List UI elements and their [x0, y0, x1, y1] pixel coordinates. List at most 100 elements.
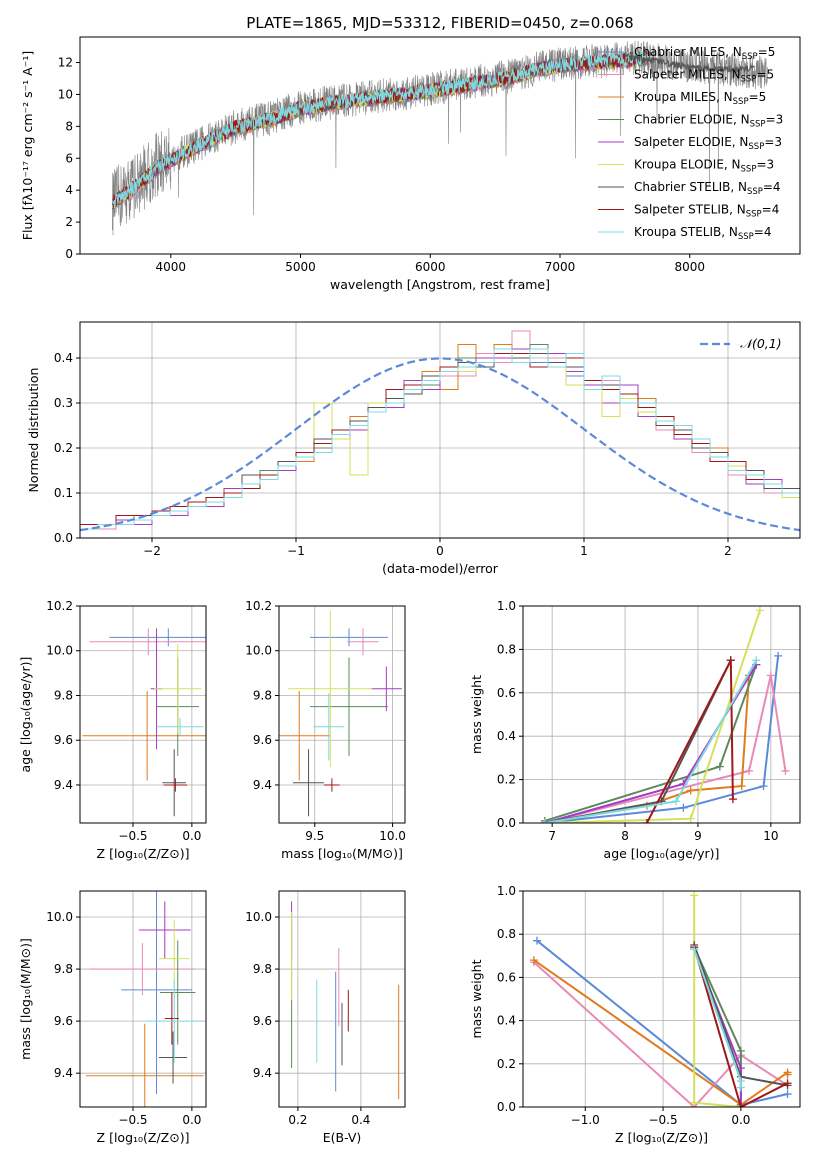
- legend-entry: Salpeter ELODIE, NSSP=3: [634, 135, 782, 152]
- x-tick-label: 9.5: [305, 829, 324, 843]
- legend-entry: Kroupa ELODIE, NSSP=3: [634, 158, 774, 175]
- axes-mass_vs_ebv: 0.2 0.4 9.4 9.6 9.8 10.0 E(B-V): [245, 890, 406, 1145]
- data-point-marker: [690, 891, 699, 900]
- x-tick-label: 6000: [415, 260, 446, 274]
- y-tick-label: 10.0: [46, 910, 73, 924]
- x-axis-label: E(B-V): [323, 1130, 362, 1145]
- data-point-marker: [690, 945, 699, 954]
- x-axis-label: Z [log₁₀(Z/Z⊙)]: [97, 846, 190, 861]
- y-tick-label: 0.0: [497, 816, 516, 830]
- y-tick-label: 9.4: [54, 1066, 73, 1080]
- model-spectrum-salpeter-stelib: [111, 50, 651, 207]
- x-tick-label: −1: [287, 544, 305, 558]
- data-point-marker: [781, 766, 790, 775]
- data-point-marker: [715, 762, 724, 771]
- x-axis-label: Z [log₁₀(Z/Z⊙)]: [615, 1130, 708, 1145]
- data-point-marker: [755, 606, 764, 615]
- y-axis-label: mass weight: [469, 959, 484, 1038]
- x-tick-label: −1.0: [571, 1113, 600, 1127]
- histogram-kroupa-elodie: [80, 353, 800, 538]
- axes-residuals: −2 −1 0 1 2 0.0 0.1 0.2 0.3 0.4 𝒩(0,1) (data-model)…: [26, 321, 801, 576]
- axes-frame: [278, 605, 406, 824]
- y-tick-label: 9.8: [54, 688, 73, 702]
- data-point-marker: [736, 1103, 745, 1107]
- line-salpeter-miles: [544, 675, 787, 823]
- data-point-marker: [737, 782, 746, 791]
- data-point-marker: [736, 1046, 745, 1055]
- y-tick-label: 6: [65, 151, 73, 165]
- axes-frame: [79, 36, 801, 255]
- y-tick-label: 9.4: [253, 1066, 272, 1080]
- y-tick-label: 0.8: [497, 642, 516, 656]
- axes-mass_weight_vs_Z: −1.0 −0.5 0.0 0.0 0.2 0.4 0.6 0.8 1.0 Z [log₁₀(Z/…: [469, 884, 801, 1145]
- x-tick-label: 0.0: [182, 829, 201, 843]
- errorbar-chabrier-elodie: [310, 657, 388, 756]
- axes-frame: [522, 605, 801, 824]
- data-point-marker: [686, 814, 695, 823]
- line-chabrier-miles: [536, 939, 788, 1106]
- errorbar-chabrier-stelib: [162, 749, 186, 817]
- line-kroupa-stelib: [544, 659, 758, 823]
- legend-entry: Salpeter MILES, NSSP=5: [634, 68, 774, 85]
- axes-spectrum: 4000 5000 6000 7000 8000 0 2 4 6 8 10 12 Chabrier MI…: [20, 36, 801, 292]
- errorbar-kroupa-stelib: [313, 693, 345, 761]
- plot-area: [279, 610, 402, 817]
- axes-age_vs_mass: 9.5 10.0 9.4 9.6 9.8 10.0 10.2 mass [log₁₀(M/M⊙…: [245, 599, 406, 861]
- y-tick-label: 9.4: [253, 778, 272, 792]
- errorbar-salpeter-elodie: [138, 901, 191, 959]
- y-tick-label: 4: [65, 183, 73, 197]
- data-point-marker: [529, 956, 538, 965]
- x-tick-label: 10.0: [379, 829, 406, 843]
- errorbar-chabrier-miles: [310, 628, 388, 647]
- y-tick-label: 1.0: [497, 884, 516, 898]
- x-tick-label: 7000: [545, 260, 576, 274]
- model-spectrum-kroupa-stelib: [111, 49, 652, 207]
- y-tick-label: 8: [65, 119, 73, 133]
- histogram-kroupa-stelib: [80, 348, 800, 538]
- x-axis-label: age [log₁₀(age/yr)]: [604, 846, 720, 861]
- y-tick-label: 0.2: [497, 773, 516, 787]
- errorbar-kroupa-elodie: [288, 610, 373, 768]
- line-kroupa-miles: [544, 675, 750, 823]
- data-point-marker: [726, 656, 735, 665]
- errorbar-kroupa-stelib: [144, 979, 204, 1063]
- x-tick-label: 2: [724, 544, 732, 558]
- y-tick-label: 0.4: [497, 729, 516, 743]
- figure-title: PLATE=1865, MJD=53312, FIBERID=0450, z=0…: [246, 14, 633, 32]
- y-tick-label: 9.6: [54, 1014, 73, 1028]
- line-salpeter-stelib: [693, 946, 789, 1107]
- y-tick-label: 0: [65, 247, 73, 261]
- x-tick-label: 0.2: [288, 1113, 307, 1127]
- legend-entry: Chabrier STELIB, NSSP=4: [634, 180, 781, 197]
- errorbar-kroupa-miles: [85, 1023, 204, 1107]
- errorbar-salpeter-miles: [89, 628, 206, 656]
- x-tick-label: 1: [580, 544, 588, 558]
- y-tick-label: 10: [58, 87, 73, 101]
- y-tick-label: 9.6: [253, 733, 272, 747]
- y-tick-label: 10.2: [245, 599, 272, 613]
- data-point-marker: [752, 656, 761, 665]
- plot-area: [291, 901, 400, 1100]
- legend-entry: Kroupa MILES, NSSP=5: [634, 90, 766, 107]
- axes-mass_weight_vs_age: 7 8 9 10 0.0 0.2 0.4 0.6 0.8 1.0 age [log₁₀(age/yr…: [469, 599, 801, 861]
- line-chabrier-miles: [544, 655, 780, 823]
- errorbar-chabrier-miles: [109, 628, 206, 647]
- y-tick-label: 10.0: [245, 644, 272, 658]
- plot-area: [80, 330, 800, 538]
- legend-entry: Chabrier ELODIE, NSSP=3: [634, 113, 783, 130]
- x-tick-label: 0.4: [351, 1113, 370, 1127]
- legend-entry: Salpeter STELIB, NSSP=4: [634, 203, 779, 220]
- data-point-marker: [690, 1098, 699, 1107]
- y-axis-label: Normed distribution: [26, 368, 41, 493]
- y-tick-label: 9.8: [253, 962, 272, 976]
- x-tick-label: 0.0: [731, 1113, 750, 1127]
- data-point-marker: [783, 1090, 792, 1099]
- model-spectrum-salpeter-miles: [111, 51, 652, 208]
- y-tick-label: 9.8: [54, 962, 73, 976]
- y-tick-label: 0.4: [54, 351, 73, 365]
- model-spectrum-chabrier-stelib: [112, 51, 652, 210]
- x-tick-label: −0.5: [648, 1113, 677, 1127]
- model-spectrum-chabrier-elodie: [112, 52, 652, 210]
- y-tick-label: 9.8: [253, 688, 272, 702]
- model-spectrum-salpeter-elodie: [111, 51, 651, 210]
